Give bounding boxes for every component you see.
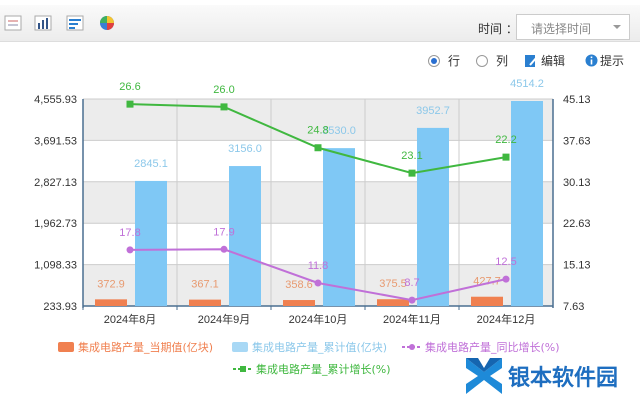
line-point-label: 17.8 [119,227,140,239]
line-point-label: 23.1 [401,150,422,162]
legend-line-marker [233,366,253,372]
line-point [502,275,510,283]
bar-cumulative [229,166,261,306]
pie-chart-icon[interactable] [98,15,116,31]
bar-cumulative [135,180,167,306]
line-point [408,296,416,304]
right-tick-label: 30.13 [563,177,591,189]
time-placeholder: 请选择时间 [531,22,592,36]
watermark-logo-icon [466,358,502,394]
horizontal-bar-icon[interactable] [66,15,84,31]
line-point-label: 11.8 [308,260,329,272]
legend-label: 集成电路产量_累计值(亿块) [252,341,388,354]
line-point-label: 26.0 [213,84,234,96]
line-point-label: 8.7 [404,277,419,289]
left-tick-label: 4,555.93 [34,94,77,106]
right-tick-label: 7.63 [563,301,584,313]
watermark: 银本软件园 [462,354,618,398]
line-point-label: 24.8 [307,125,328,137]
line-point [314,279,322,287]
line-point [220,245,228,253]
bar-cumulative-label: 4514.2 [510,78,544,90]
bar-current-label: 375.5 [379,278,407,290]
tip-label: 提示 [600,54,625,68]
right-tick-label: 45.13 [563,94,591,106]
watermark-text: 银本软件园 [508,366,619,391]
line-point [126,100,134,108]
legend-item-cumulative[interactable]: 集成电路产量_累计值(亿块) [232,339,387,355]
bar-cumulative-label: 3952.7 [416,105,450,117]
edit-icon [525,54,538,67]
radio-row[interactable]: 行 [428,52,460,69]
bar-current-label: 372.9 [97,278,125,290]
x-tick-label: 2024年12月 [477,312,536,326]
radio-col[interactable]: 列 [476,52,508,69]
edit-button[interactable]: 编辑 [524,52,565,69]
x-tick-label: 2024年8月 [104,312,157,326]
legend-item-yoy[interactable]: 集成电路产量_同比增长(%) [402,339,560,355]
line-point [314,144,322,152]
line-point [502,153,510,161]
x-tick-label: 2024年10月 [289,312,348,326]
left-tick-label: 2,827.13 [34,177,77,189]
chevron-down-icon [613,25,621,33]
x-tick-label: 2024年9月 [198,312,251,326]
line-point-label: 22.2 [495,134,516,146]
legend-swatch [58,342,74,352]
list-view-icon[interactable] [4,15,22,31]
left-tick-label: 1,962.73 [34,218,77,230]
bar-current-label: 367.1 [191,279,219,291]
toolbar: 时间 ： 请选择时间 [0,5,640,42]
right-tick-label: 15.13 [563,260,591,272]
radio-icon [428,54,440,67]
line-point [126,246,134,254]
bar-cumulative [417,127,449,307]
legend-label: 集成电路产量_当期值(亿块) [78,341,214,354]
bar-current [189,299,221,306]
bar-cumulative-label: 3156.0 [228,143,262,155]
time-label: 时间 ： [478,22,518,36]
bar-chart-icon[interactable] [34,15,52,31]
legend-line-marker [402,344,422,350]
info-icon [585,54,598,67]
line-point-label: 12.5 [495,256,516,268]
bar-cumulative [511,100,543,307]
edit-label: 编辑 [541,54,566,68]
bar-cumulative-label: 3530.0 [322,125,356,137]
radio-col-label: 列 [496,54,509,68]
legend-label: 集成电路产量_累计增长(%) [256,363,391,376]
line-point [408,169,416,177]
legend-swatch [232,342,248,352]
right-tick-label: 22.63 [563,218,591,230]
bar-current [471,296,503,306]
bar-current [283,300,315,306]
radio-row-label: 行 [448,54,461,68]
bar-current [95,299,127,306]
bar-current-label: 358.6 [285,279,313,291]
radio-icon [476,54,488,67]
left-tick-label: 3,691.53 [34,135,77,147]
right-tick-label: 37.63 [563,135,591,147]
tip-button[interactable]: 提示 [585,52,624,69]
chart: 4,555.93 45.13 3,691.53 37.63 2,827.13 30.13 1… [34,78,591,326]
legend-item-cum-growth[interactable]: 集成电路产量_累计增长(%) [233,361,391,377]
bar-current [377,299,409,306]
bar-cumulative [323,148,355,306]
bar-cumulative-label: 2845.1 [134,158,168,170]
legend-item-current[interactable]: 集成电路产量_当期值(亿块) [58,339,213,355]
legend-label: 集成电路产量_同比增长(%) [425,341,560,354]
line-point [220,103,228,111]
left-tick-label: 233.93 [43,301,77,313]
line-point-label: 17.9 [213,226,234,238]
line-point-label: 26.6 [119,81,140,93]
x-tick-label: 2024年11月 [383,312,441,326]
left-tick-label: 1,098.33 [34,260,77,272]
time-select[interactable]: 请选择时间 [516,14,630,40]
